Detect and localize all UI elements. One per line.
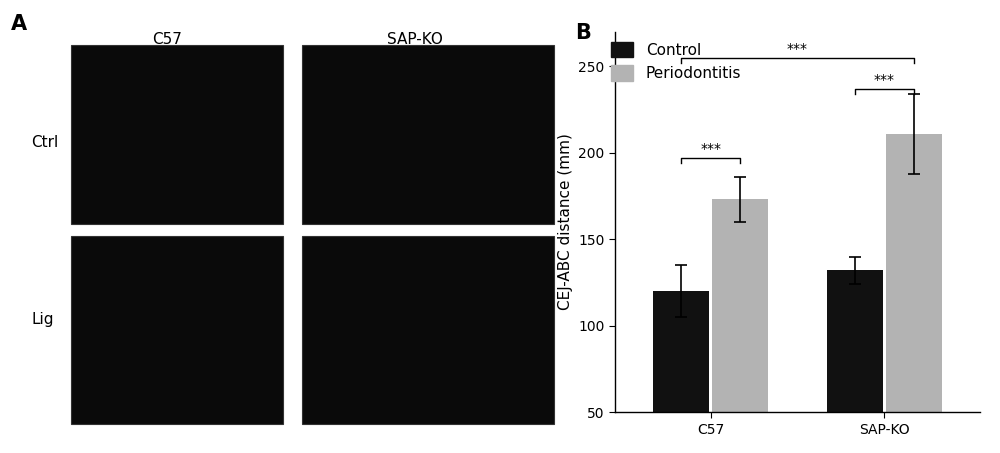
Bar: [827, 270, 883, 412]
Bar: [712, 199, 768, 412]
Text: ***: ***: [874, 73, 895, 87]
Text: C57: C57: [152, 32, 182, 47]
Text: ***: ***: [787, 42, 808, 56]
Bar: [886, 134, 942, 412]
Text: ***: ***: [700, 142, 721, 156]
Bar: [653, 291, 709, 412]
FancyBboxPatch shape: [302, 236, 554, 424]
Legend: Control, Periodontitis: Control, Periodontitis: [604, 35, 747, 87]
Text: Ctrl: Ctrl: [31, 135, 58, 150]
FancyBboxPatch shape: [302, 45, 554, 224]
Text: A: A: [11, 14, 27, 34]
Text: B: B: [575, 23, 591, 43]
Text: Lig: Lig: [31, 312, 54, 327]
Y-axis label: CEJ-ABC distance (mm): CEJ-ABC distance (mm): [558, 134, 573, 310]
Text: SAP-KO: SAP-KO: [387, 32, 443, 47]
FancyBboxPatch shape: [71, 236, 283, 424]
FancyBboxPatch shape: [71, 45, 283, 224]
